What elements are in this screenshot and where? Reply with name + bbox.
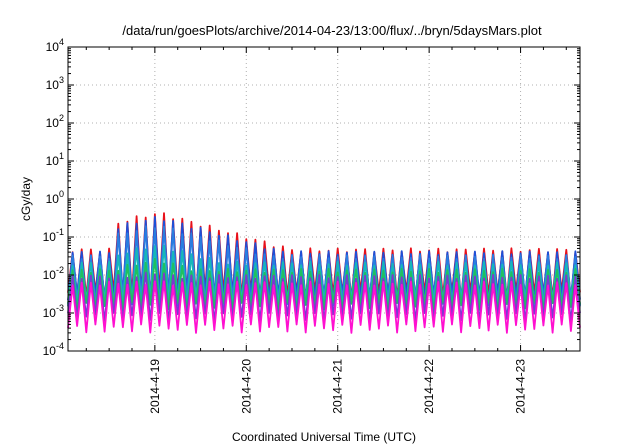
y-tick-label: 103 [46, 75, 64, 92]
x-tick-label: 2014-4-20 [239, 359, 253, 414]
y-axis-label: cGy/day [19, 177, 33, 221]
x-axis-label: Coordinated Universal Time (UTC) [232, 430, 416, 444]
x-tick-label: 2014-4-22 [422, 359, 436, 414]
series-line-7 [67, 280, 581, 334]
x-axis: 2014-4-19 2014-4-20 2014-4-21 2014-4-22 2014… [85, 47, 567, 414]
y-tick-label: 10-2 [43, 265, 64, 282]
y-tick-label: 102 [46, 113, 64, 130]
series-group [67, 212, 581, 334]
y-tick-label: 10-3 [43, 303, 64, 320]
y-tick-label: 10-1 [43, 227, 64, 244]
y-tick-label: 101 [46, 151, 64, 168]
y-tick-label: 104 [46, 37, 64, 54]
x-tick-label: 2014-4-23 [514, 359, 528, 414]
y-tick-label: 10-4 [43, 341, 64, 358]
x-tick-label: 2014-4-19 [148, 359, 162, 414]
y-axis: 104 103 102 101 100 10-1 10-2 10-3 10-4 [43, 37, 580, 358]
x-tick-label: 2014-4-21 [331, 359, 345, 414]
y-tick-label: 100 [46, 189, 64, 206]
chart-title: /data/run/goesPlots/archive/2014-04-23/1… [122, 23, 542, 38]
